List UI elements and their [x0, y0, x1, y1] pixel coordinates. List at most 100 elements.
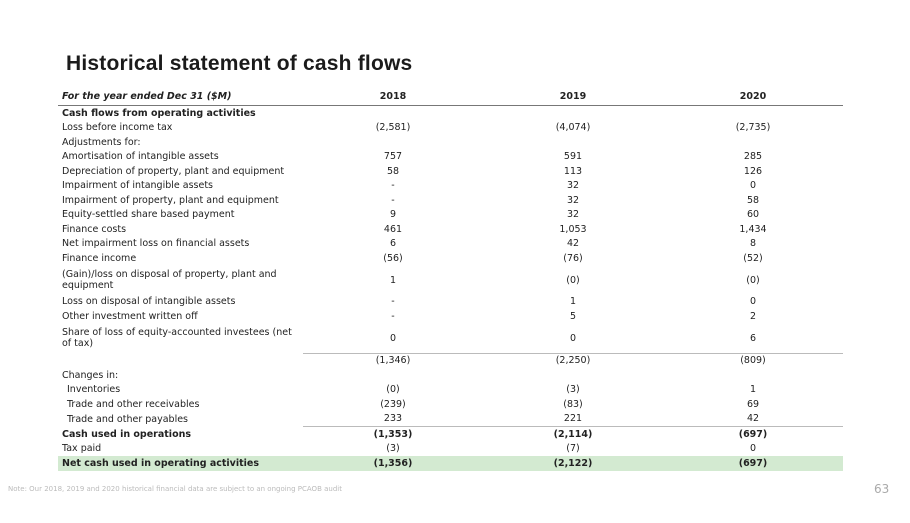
cell-2020: (697) [663, 456, 843, 471]
row-label: Tax paid [62, 443, 102, 455]
row-label: Other investment written off [62, 310, 198, 322]
table-row: Inventories (0) (3) 1 [58, 383, 843, 398]
cell-2019: (2,122) [483, 456, 663, 471]
cell-2019: (0) [566, 274, 580, 286]
cell-2018: - [391, 296, 395, 308]
cell-2018: 461 [383, 223, 403, 235]
cell-2019: 32 [566, 180, 580, 192]
cell-2018: 0 [389, 332, 397, 344]
cell-2019: 5 [569, 310, 577, 322]
cell-2020: 42 [746, 413, 760, 425]
header-label: For the year ended Dec 31 ($M) [58, 88, 303, 106]
cell-2018: 233 [383, 413, 403, 425]
cell-2020: (809) [663, 352, 843, 368]
cell-2020: 0 [749, 180, 757, 192]
cell-2018: - [391, 310, 395, 322]
row-label: Trade and other payables [67, 413, 189, 425]
cell-2018: 6 [389, 238, 397, 250]
cell-2018: (0) [386, 384, 400, 396]
cell-2020: 1 [749, 384, 757, 396]
cell-2018: - [391, 180, 395, 192]
row-label: Trade and other receivables [67, 398, 200, 410]
cell-2020: 69 [746, 398, 760, 410]
cell-2018: (239) [380, 398, 406, 410]
table-row: Finance income (56) (76) (52) [58, 251, 843, 266]
cell-2019 [483, 368, 663, 383]
cell-2019: 32 [566, 209, 580, 221]
row-label: Depreciation of property, plant and equi… [62, 165, 285, 177]
table-row: (1,346) (2,250) (809) [58, 352, 843, 368]
row-label: Loss before income tax [62, 122, 173, 134]
table-row: Tax paid (3) (7) 0 [58, 442, 843, 457]
cell-2020: 285 [743, 151, 763, 163]
row-label: Amortisation of intangible assets [62, 151, 219, 163]
cell-2020: 2 [749, 310, 757, 322]
cell-2018: (1,346) [303, 352, 483, 368]
page-number: 63 [874, 482, 890, 496]
row-label: Finance income [62, 252, 137, 264]
row-label: Impairment of intangible assets [62, 180, 213, 192]
row-label: (Gain)/loss on disposal of property, pla… [62, 269, 277, 291]
cell-2019 [483, 135, 663, 150]
header-2020: 2020 [663, 88, 843, 106]
table-row: Net cash used in operating activities (1,… [58, 456, 843, 471]
row-label: Changes in: [62, 369, 119, 381]
cell-2020: (0) [746, 274, 760, 286]
row-label: Adjustments for: [62, 136, 141, 148]
cell-2018: 58 [386, 165, 400, 177]
cell-2020: (52) [743, 252, 763, 264]
cell-2019: (2,250) [483, 352, 663, 368]
table-row: Share of loss of equity-accounted invest… [58, 324, 843, 354]
cell-2018: - [391, 194, 395, 206]
table-header-row: For the year ended Dec 31 ($M) 2018 2019… [58, 88, 843, 106]
cell-2019: (4,074) [555, 122, 591, 134]
cell-2019: 591 [563, 151, 583, 163]
cell-2020: (2,735) [735, 122, 771, 134]
row-label [58, 353, 303, 368]
table-row: Finance costs 461 1,053 1,434 [58, 222, 843, 237]
cell-2019: (3) [566, 384, 580, 396]
cell-2019: 1 [569, 296, 577, 308]
cell-2020: 126 [743, 165, 763, 177]
row-label: Share of loss of equity-accounted invest… [62, 327, 292, 350]
table-row: (Gain)/loss on disposal of property, pla… [58, 266, 843, 295]
cell-2019: 0 [569, 332, 577, 344]
cell-2019 [483, 106, 663, 121]
row-label: Cash used in operations [62, 428, 192, 440]
cell-2018: 1 [389, 274, 397, 286]
table-row: Amortisation of intangible assets 757 591 2… [58, 150, 843, 165]
cell-2018 [303, 106, 483, 121]
cell-2019: (76) [563, 252, 583, 264]
table-row: Impairment of intangible assets - 32 0 [58, 179, 843, 194]
table-row: Depreciation of property, plant and equi… [58, 164, 843, 179]
cell-2020 [663, 135, 843, 150]
row-label: Cash flows from operating activities [62, 107, 256, 119]
row-label: Impairment of property, plant and equipm… [62, 194, 279, 206]
table-row: Trade and other receivables (239) (83) 69 [58, 397, 843, 412]
cell-2020: 1,434 [739, 223, 767, 235]
row-label: Inventories [67, 384, 121, 396]
row-label: Finance costs [62, 223, 127, 235]
cell-2019: (83) [563, 398, 583, 410]
cell-2019: 113 [563, 165, 583, 177]
row-label: Equity-settled share based payment [62, 209, 235, 221]
table-row: Cash flows from operating activities [58, 106, 843, 121]
cell-2018: (56) [383, 252, 403, 264]
table-row: Adjustments for: [58, 135, 843, 150]
cell-2019: 32 [566, 194, 580, 206]
cell-2019: 42 [566, 238, 580, 250]
cell-2020 [663, 368, 843, 383]
cell-2020: 6 [749, 332, 757, 344]
cell-2019: 1,053 [559, 223, 587, 235]
cell-2020 [663, 106, 843, 121]
page-title: Historical statement of cash flows [66, 52, 413, 75]
table-row: Equity-settled share based payment 9 32 60 [58, 208, 843, 223]
table-row: Net impairment loss on financial assets 6… [58, 237, 843, 252]
cell-2018 [303, 368, 483, 383]
cell-2020: 0 [749, 443, 757, 455]
cell-2020: (697) [663, 426, 843, 442]
table-row: Cash used in operations (1,353) (2,114) (69… [58, 426, 843, 442]
footnote: Note: Our 2018, 2019 and 2020 historical… [8, 485, 342, 493]
cell-2019: (2,114) [483, 426, 663, 442]
table-row: Other investment written off - 5 2 [58, 309, 843, 324]
